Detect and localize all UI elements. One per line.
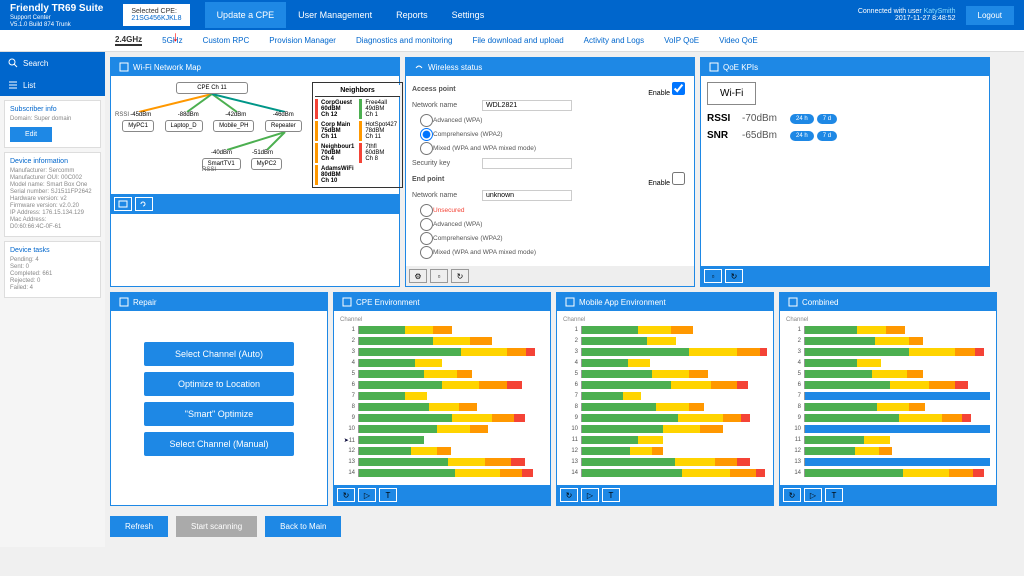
qoe-icon1[interactable]: ▫ xyxy=(704,269,722,283)
cpe-node: CPE Ch 11 xyxy=(176,82,248,94)
repair--smart-optimize[interactable]: "Smart" Optimize xyxy=(144,402,294,426)
wpa2-radio[interactable] xyxy=(420,128,433,141)
env2-refresh-icon[interactable]: ↻ xyxy=(560,488,578,502)
tab-settings[interactable]: Settings xyxy=(440,2,497,28)
search-button[interactable]: Search xyxy=(0,52,105,74)
arrow-indicator: ↓ xyxy=(172,28,179,44)
env3-refresh-icon[interactable]: ↻ xyxy=(783,488,801,502)
username-link[interactable]: KatySmith xyxy=(924,8,956,15)
wireless-header: Wireless status xyxy=(406,58,694,76)
ep-enable-checkbox[interactable] xyxy=(672,172,685,185)
repair-select-channel-manual-[interactable]: Select Channel (Manual) xyxy=(144,432,294,456)
env3-play-icon[interactable]: ▷ xyxy=(804,488,822,502)
wpa-radio[interactable] xyxy=(420,114,433,127)
subnav-provision-manager[interactable]: Provision Manager xyxy=(269,36,336,45)
tab-update-a-cpe[interactable]: Update a CPE xyxy=(205,2,287,28)
user-info: Connected with user KatySmith 2017-11-27… xyxy=(858,8,956,22)
repair-select-channel-auto-[interactable]: Select Channel (Auto) xyxy=(144,342,294,366)
repair-optimize-to-location[interactable]: Optimize to Location xyxy=(144,372,294,396)
env2-header: Mobile App Environment xyxy=(557,293,773,311)
neighbors-table: Neighbors CorpGuest60dBMCh 12Free4all49d… xyxy=(312,82,403,188)
edit-button[interactable]: Edit xyxy=(10,127,52,142)
wifi-box: Wi-Fi xyxy=(707,82,756,105)
subnav: 2.4GHz5GHzCustom RPCProvision ManagerDia… xyxy=(0,30,1024,52)
qoe-header: QoE KPIs xyxy=(701,58,989,76)
mixed-radio[interactable] xyxy=(420,142,433,155)
ep-wpa-radio[interactable] xyxy=(420,218,433,231)
tab-reports[interactable]: Reports xyxy=(384,2,440,28)
list-button[interactable]: List xyxy=(0,74,105,96)
brand-title: Friendly TR69 Suite xyxy=(10,3,103,14)
subscriber-panel: Subscriber info Domain: Super domain Edi… xyxy=(4,100,101,148)
wireless-icon2[interactable]: ▫ xyxy=(430,269,448,283)
network-name-input[interactable] xyxy=(482,100,572,111)
wireless-icon1[interactable]: ⚙ xyxy=(409,269,427,283)
scan-button[interactable]: Start scanning xyxy=(176,516,257,537)
node-laptop_d: Laptop_D xyxy=(165,120,203,132)
ep-mixed-radio[interactable] xyxy=(420,246,433,259)
refresh-button[interactable]: Refresh xyxy=(110,516,168,537)
brand-sub1: Support Center xyxy=(10,15,103,21)
tab-user-management[interactable]: User Management xyxy=(286,2,384,28)
snr-7d-pill[interactable]: 7 d xyxy=(817,131,837,141)
env2-tool-icon[interactable]: T xyxy=(602,488,620,502)
refresh-icon[interactable] xyxy=(135,197,153,211)
security-key-input[interactable] xyxy=(482,158,572,169)
selected-cpe-link[interactable]: 21SG456KJKL8 xyxy=(131,15,181,22)
env3-tool-icon[interactable]: T xyxy=(825,488,843,502)
wifimap-header: Wi-Fi Network Map xyxy=(111,58,399,76)
selected-cpe: Selected CPE: 21SG456KJKL8 xyxy=(123,4,189,26)
subnav-video-qoe[interactable]: Video QoE xyxy=(719,36,758,45)
logout-button[interactable]: Logout xyxy=(966,6,1014,25)
subnav-file-download-and-upload[interactable]: File download and upload xyxy=(472,36,563,45)
subnav-custom-rpc[interactable]: Custom RPC xyxy=(203,36,250,45)
node-mypc2: MyPC2 xyxy=(251,158,283,170)
rssi-24h-pill[interactable]: 24 h xyxy=(790,114,814,124)
node-mobile_ph: Mobile_PH xyxy=(213,120,254,132)
device-panel: Device information Manufacturer: Sercomm… xyxy=(4,152,101,237)
export-icon[interactable] xyxy=(114,197,132,211)
subnav-voip-qoe[interactable]: VoIP QoE xyxy=(664,36,699,45)
node-mypc1: MyPC1 xyxy=(122,120,154,132)
env1-play-icon[interactable]: ▷ xyxy=(358,488,376,502)
rssi-7d-pill[interactable]: 7 d xyxy=(817,114,837,124)
ap-enable-checkbox[interactable] xyxy=(672,82,685,95)
tasks-panel: Device tasks Pending: 4Sent: 0Completed:… xyxy=(4,241,101,298)
wireless-icon3[interactable]: ↻ xyxy=(451,269,469,283)
env1-refresh-icon[interactable]: ↻ xyxy=(337,488,355,502)
node-repeater: Repeater xyxy=(265,120,302,132)
snr-24h-pill[interactable]: 24 h xyxy=(790,131,814,141)
ep-name-input[interactable] xyxy=(482,190,572,201)
env1-header: CPE Environment xyxy=(334,293,550,311)
repair-header: Repair xyxy=(111,293,327,311)
qoe-icon2[interactable]: ↻ xyxy=(725,269,743,283)
back-button[interactable]: Back to Main xyxy=(265,516,341,537)
subnav-activity-and-logs[interactable]: Activity and Logs xyxy=(584,36,644,45)
ep-wpa2-radio[interactable] xyxy=(420,232,433,245)
subnav-2-4ghz[interactable]: 2.4GHz xyxy=(115,35,142,46)
ep-unsecured-radio[interactable] xyxy=(420,204,433,217)
env1-tool-icon[interactable]: T xyxy=(379,488,397,502)
subnav-diagnostics-and-monitoring[interactable]: Diagnostics and monitoring xyxy=(356,36,453,45)
nav-tabs: Update a CPEUser ManagementReportsSettin… xyxy=(205,2,497,28)
env3-header: Combined xyxy=(780,293,996,311)
brand-sub2: V5.1.0 Build 874 Trunk xyxy=(10,22,103,28)
env2-play-icon[interactable]: ▷ xyxy=(581,488,599,502)
